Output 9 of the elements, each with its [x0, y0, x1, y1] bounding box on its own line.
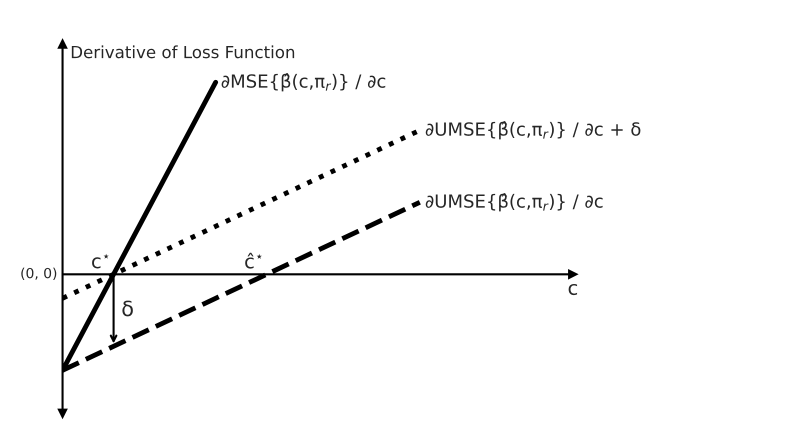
annotation: c$^{⋆}$ — [92, 254, 109, 268]
text: (0, 0) — [21, 268, 56, 280]
series-label: ∂UMSE{β̂(c,π$_{r}$)} / ∂c + δ — [426, 121, 640, 140]
series-label: ∂MSE{β̂(c,π$_{r}$)} / ∂c — [222, 73, 386, 92]
annotation: δ — [122, 300, 133, 316]
y-axis-title: Derivative of Loss Function — [72, 45, 294, 58]
series-label: ∂UMSE{β̂(c,π$_{r}$)} / ∂c — [426, 193, 603, 212]
x-axis-title: c — [568, 284, 578, 296]
annotation: ĉ$^{⋆}$ — [245, 252, 262, 269]
